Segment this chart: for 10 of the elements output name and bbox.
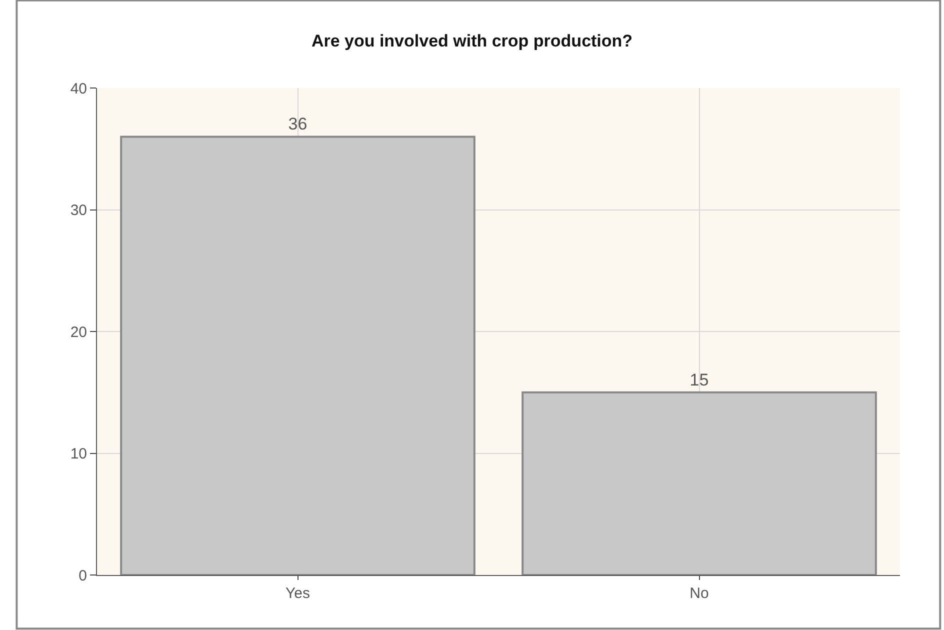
y-tick-label: 10 [70,446,87,462]
y-tick-label: 30 [70,202,87,219]
x-tick-label: No [690,585,709,602]
chart-title: Are you involved with crop production? [311,32,633,51]
y-tick-label: 20 [70,324,87,341]
data-label: 36 [288,114,308,134]
y-tick-label: 0 [78,567,87,584]
data-label: 15 [690,370,709,390]
x-tick-label: Yes [286,585,310,602]
y-tick-label: 40 [70,80,87,98]
